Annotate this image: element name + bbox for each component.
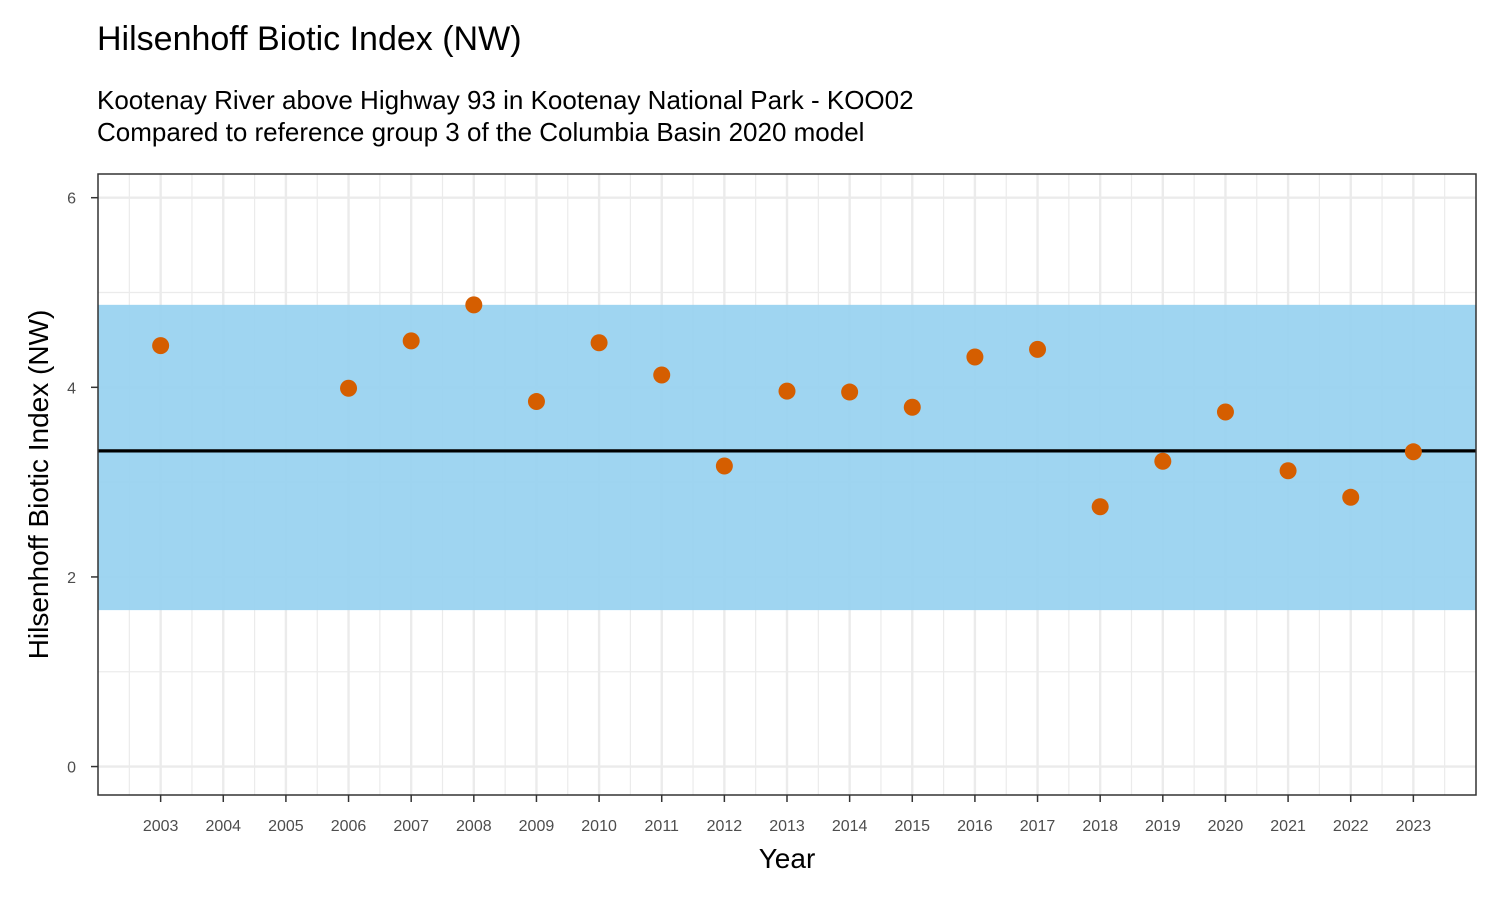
data-point bbox=[715, 457, 733, 475]
data-point bbox=[1342, 488, 1360, 506]
data-point bbox=[903, 398, 921, 416]
data-point bbox=[1404, 443, 1422, 461]
data-point bbox=[966, 348, 984, 366]
data-point bbox=[1029, 340, 1047, 358]
data-point bbox=[841, 383, 859, 401]
data-point bbox=[152, 337, 170, 355]
x-tick-label: 2009 bbox=[519, 818, 555, 835]
chart-subtitle: Kootenay River above Highway 93 in Koote… bbox=[97, 84, 914, 148]
x-tick-label: 2011 bbox=[645, 818, 680, 835]
x-tick-label: 2019 bbox=[1145, 818, 1181, 835]
data-point bbox=[465, 296, 483, 314]
data-point bbox=[653, 366, 671, 384]
x-tick-label: 2012 bbox=[707, 818, 743, 835]
data-point bbox=[402, 332, 420, 350]
data-point bbox=[1091, 498, 1109, 516]
y-tick-label: 0 bbox=[67, 760, 76, 777]
x-tick-label: 2004 bbox=[205, 818, 241, 835]
x-tick-label: 2018 bbox=[1082, 818, 1118, 835]
x-tick-label: 2010 bbox=[581, 818, 617, 835]
x-tick-label: 2020 bbox=[1208, 818, 1244, 835]
x-tick-label: 2008 bbox=[456, 818, 492, 835]
x-tick-label: 2017 bbox=[1020, 818, 1056, 835]
y-axis: 0 2 4 6 bbox=[67, 191, 98, 777]
reference-band bbox=[98, 304, 1476, 611]
data-point bbox=[1216, 403, 1234, 421]
data-points bbox=[152, 296, 1422, 516]
x-tick-label: 2013 bbox=[769, 818, 805, 835]
y-tick-label: 6 bbox=[67, 191, 76, 208]
x-axis: 2003 2004 2005 2006 2007 2008 2009 2010 2011 2012… bbox=[143, 795, 1431, 835]
data-point bbox=[1154, 452, 1172, 470]
x-tick-label: 2023 bbox=[1396, 818, 1432, 835]
y-tick-label: 4 bbox=[67, 380, 76, 397]
x-tick-label: 2007 bbox=[393, 818, 429, 835]
data-point bbox=[590, 334, 608, 352]
subtitle-line-1: Kootenay River above Highway 93 in Koote… bbox=[97, 85, 914, 115]
x-tick-label: 2014 bbox=[832, 818, 868, 835]
x-axis-title: Year bbox=[759, 843, 816, 874]
x-tick-label: 2015 bbox=[894, 818, 930, 835]
reference-band-rect bbox=[98, 304, 1476, 611]
x-tick-label: 2005 bbox=[268, 818, 304, 835]
x-tick-label: 2016 bbox=[957, 818, 993, 835]
x-tick-label: 2021 bbox=[1270, 818, 1306, 835]
y-axis-title: Hilsenhoff Biotic Index (NW) bbox=[23, 310, 54, 660]
chart-title: Hilsenhoff Biotic Index (NW) bbox=[97, 20, 522, 58]
data-point bbox=[778, 382, 796, 400]
data-point bbox=[1279, 462, 1297, 480]
data-point bbox=[340, 379, 358, 397]
x-tick-label: 2022 bbox=[1333, 818, 1369, 835]
x-tick-label: 2006 bbox=[331, 818, 367, 835]
subtitle-line-2: Compared to reference group 3 of the Col… bbox=[97, 117, 865, 147]
y-tick-label: 2 bbox=[67, 570, 76, 587]
data-point bbox=[527, 393, 545, 411]
x-tick-label: 2003 bbox=[143, 818, 179, 835]
